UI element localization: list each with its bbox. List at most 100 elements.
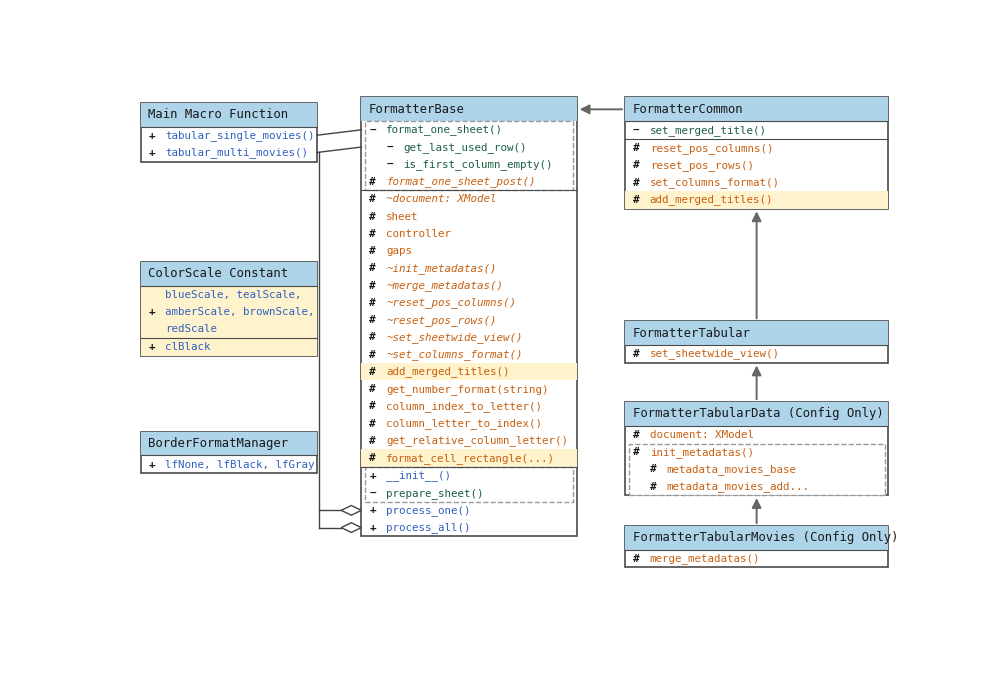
Text: #: # (369, 315, 376, 325)
Text: #: # (369, 246, 376, 256)
Text: column_letter_to_index(): column_letter_to_index() (386, 418, 542, 429)
Polygon shape (341, 505, 361, 515)
Text: #: # (369, 229, 376, 239)
Text: format_one_sheet(): format_one_sheet() (386, 125, 503, 135)
Bar (140, 262, 317, 356)
Text: gaps: gaps (386, 246, 412, 256)
Bar (625, 402, 888, 426)
Text: +: + (148, 307, 155, 317)
Text: reset_pos_rows(): reset_pos_rows() (650, 160, 754, 171)
Bar (365, 467, 573, 502)
Text: tabular_multi_movies(): tabular_multi_movies() (165, 148, 308, 158)
Text: #: # (369, 281, 376, 290)
Text: FormatterTabularMovies (Config Only): FormatterTabularMovies (Config Only) (633, 531, 898, 545)
Text: process_all(): process_all() (386, 522, 471, 533)
Bar (625, 191, 888, 209)
Polygon shape (341, 523, 361, 533)
Text: ~document: XModel: ~document: XModel (386, 195, 497, 204)
Text: #: # (369, 176, 376, 187)
Text: add_merged_titles(): add_merged_titles() (386, 366, 510, 377)
Bar (625, 526, 888, 568)
Text: −: − (386, 160, 393, 169)
Bar (140, 432, 317, 456)
Text: #: # (369, 332, 376, 342)
Text: +: + (369, 471, 376, 481)
Text: get_number_format(string): get_number_format(string) (386, 384, 549, 395)
Bar (625, 321, 888, 363)
Text: blueScale, tealScale,: blueScale, tealScale, (165, 290, 302, 300)
Text: get_last_used_row(): get_last_used_row() (403, 141, 527, 153)
Text: FormatterCommon: FormatterCommon (633, 103, 743, 116)
Text: clBlack: clBlack (165, 342, 211, 352)
Text: #: # (650, 482, 656, 491)
Bar (629, 444, 885, 496)
Bar (140, 338, 317, 356)
Text: −: − (633, 125, 639, 135)
Text: +: + (148, 131, 155, 141)
Text: FormatterTabularData (Config Only): FormatterTabularData (Config Only) (633, 407, 883, 421)
Bar (625, 97, 888, 121)
Text: #: # (633, 195, 639, 205)
Text: add_merged_titles(): add_merged_titles() (650, 195, 773, 205)
Text: ColorScale Constant: ColorScale Constant (148, 267, 288, 280)
Text: #: # (633, 178, 639, 188)
Bar (361, 449, 577, 467)
Text: lfNone, lfBlack, lfGray: lfNone, lfBlack, lfGray (165, 459, 315, 470)
Text: is_first_column_empty(): is_first_column_empty() (403, 159, 553, 170)
Text: ~merge_metadatas(): ~merge_metadatas() (386, 280, 503, 291)
Text: +: + (148, 148, 155, 158)
Text: __init__(): __init__() (386, 470, 451, 482)
Text: redScale: redScale (165, 324, 217, 334)
Bar (625, 526, 888, 550)
Text: merge_metadatas(): merge_metadatas() (650, 554, 760, 564)
Text: ~set_columns_format(): ~set_columns_format() (386, 349, 523, 360)
Text: #: # (369, 263, 376, 273)
Text: tabular_single_movies(): tabular_single_movies() (165, 130, 315, 141)
Text: #: # (633, 554, 639, 564)
Text: #: # (369, 349, 376, 360)
Bar (361, 97, 577, 121)
Text: sheet: sheet (386, 211, 419, 222)
Bar (365, 121, 573, 190)
Bar (361, 97, 577, 536)
Text: +: + (148, 459, 155, 470)
Text: get_relative_column_letter(): get_relative_column_letter() (386, 435, 568, 447)
Text: #: # (369, 419, 376, 428)
Text: −: − (386, 142, 393, 152)
Bar (140, 432, 317, 473)
Text: metadata_movies_base: metadata_movies_base (667, 464, 797, 475)
Text: Main Macro Function: Main Macro Function (148, 108, 288, 121)
Text: ~reset_pos_columns(): ~reset_pos_columns() (386, 298, 516, 308)
Text: #: # (369, 436, 376, 446)
Text: BorderFormatManager: BorderFormatManager (148, 437, 288, 450)
Text: −: − (369, 125, 376, 135)
Text: amberScale, brownScale,: amberScale, brownScale, (165, 307, 315, 317)
Text: −: − (369, 488, 376, 498)
Text: #: # (369, 367, 376, 377)
Text: +: + (369, 505, 376, 515)
Text: set_columns_format(): set_columns_format() (650, 177, 780, 188)
Text: #: # (633, 349, 639, 359)
Text: ~set_sheetwide_view(): ~set_sheetwide_view() (386, 332, 523, 343)
Text: metadata_movies_add...: metadata_movies_add... (667, 481, 810, 492)
Bar (625, 321, 888, 345)
Text: prepare_sheet(): prepare_sheet() (386, 488, 484, 498)
Text: +: + (148, 342, 155, 352)
Text: #: # (633, 447, 639, 457)
Bar (140, 286, 317, 338)
Bar (625, 97, 888, 209)
Text: format_cell_rectangle(...): format_cell_rectangle(...) (386, 453, 555, 463)
Text: set_sheetwide_view(): set_sheetwide_view() (650, 349, 780, 360)
Bar (625, 402, 888, 496)
Text: set_merged_title(): set_merged_title() (650, 125, 767, 136)
Text: #: # (633, 160, 639, 170)
Bar (140, 103, 317, 127)
Text: #: # (369, 384, 376, 394)
Text: #: # (369, 211, 376, 222)
Text: document: XModel: document: XModel (650, 430, 754, 440)
Text: #: # (633, 430, 639, 440)
Text: format_one_sheet_post(): format_one_sheet_post() (386, 176, 536, 187)
Text: +: + (369, 523, 376, 533)
Text: ~init_metadatas(): ~init_metadatas() (386, 263, 497, 274)
Text: #: # (650, 464, 656, 475)
